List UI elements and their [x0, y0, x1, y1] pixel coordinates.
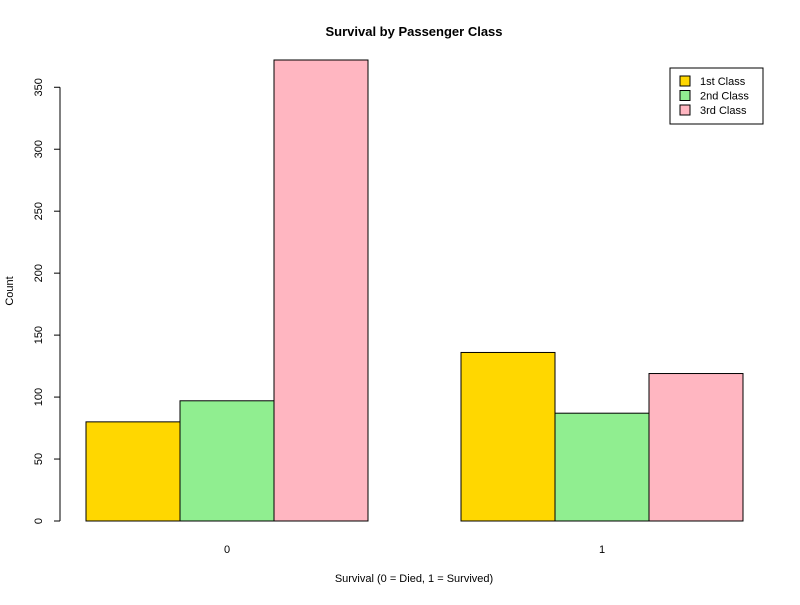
y-axis: 0 50 100 150 200 250 300 350 — [33, 78, 61, 524]
y-tick-label-150: 150 — [33, 326, 45, 344]
x-tick-label-0: 0 — [224, 544, 230, 556]
y-tick-label-350: 350 — [33, 78, 45, 96]
legend-label-2: 2nd Class — [700, 91, 749, 103]
y-tick-label-50: 50 — [33, 453, 45, 465]
x-tick-label-1: 1 — [599, 544, 605, 556]
y-tick-label-200: 200 — [33, 264, 45, 282]
bar-0-2 — [179, 400, 275, 522]
legend-swatch-2 — [679, 90, 691, 101]
legend-swatch-3 — [679, 104, 691, 116]
bar-1-3 — [648, 373, 744, 522]
y-tick-label-0: 0 — [33, 518, 45, 524]
chart-title: Survival by Passenger Class — [325, 24, 502, 39]
legend-swatch-1 — [679, 75, 691, 87]
y-tick-label-300: 300 — [33, 140, 45, 158]
y-tick-label-250: 250 — [33, 202, 45, 220]
y-axis-label: Count — [4, 276, 16, 305]
x-axis-label: Survival (0 = Died, 1 = Survived) — [335, 573, 493, 585]
legend: 1st Class 2nd Class 3rd Class — [669, 67, 764, 125]
bar-1-1 — [460, 351, 556, 522]
bar-1-2 — [554, 412, 650, 522]
legend-label-3: 3rd Class — [700, 105, 747, 117]
y-tick-label-100: 100 — [33, 388, 45, 406]
bars-layer — [85, 59, 744, 522]
bar-0-1 — [85, 421, 181, 522]
bar-0-3 — [273, 59, 369, 522]
legend-label-1: 1st Class — [700, 76, 746, 88]
